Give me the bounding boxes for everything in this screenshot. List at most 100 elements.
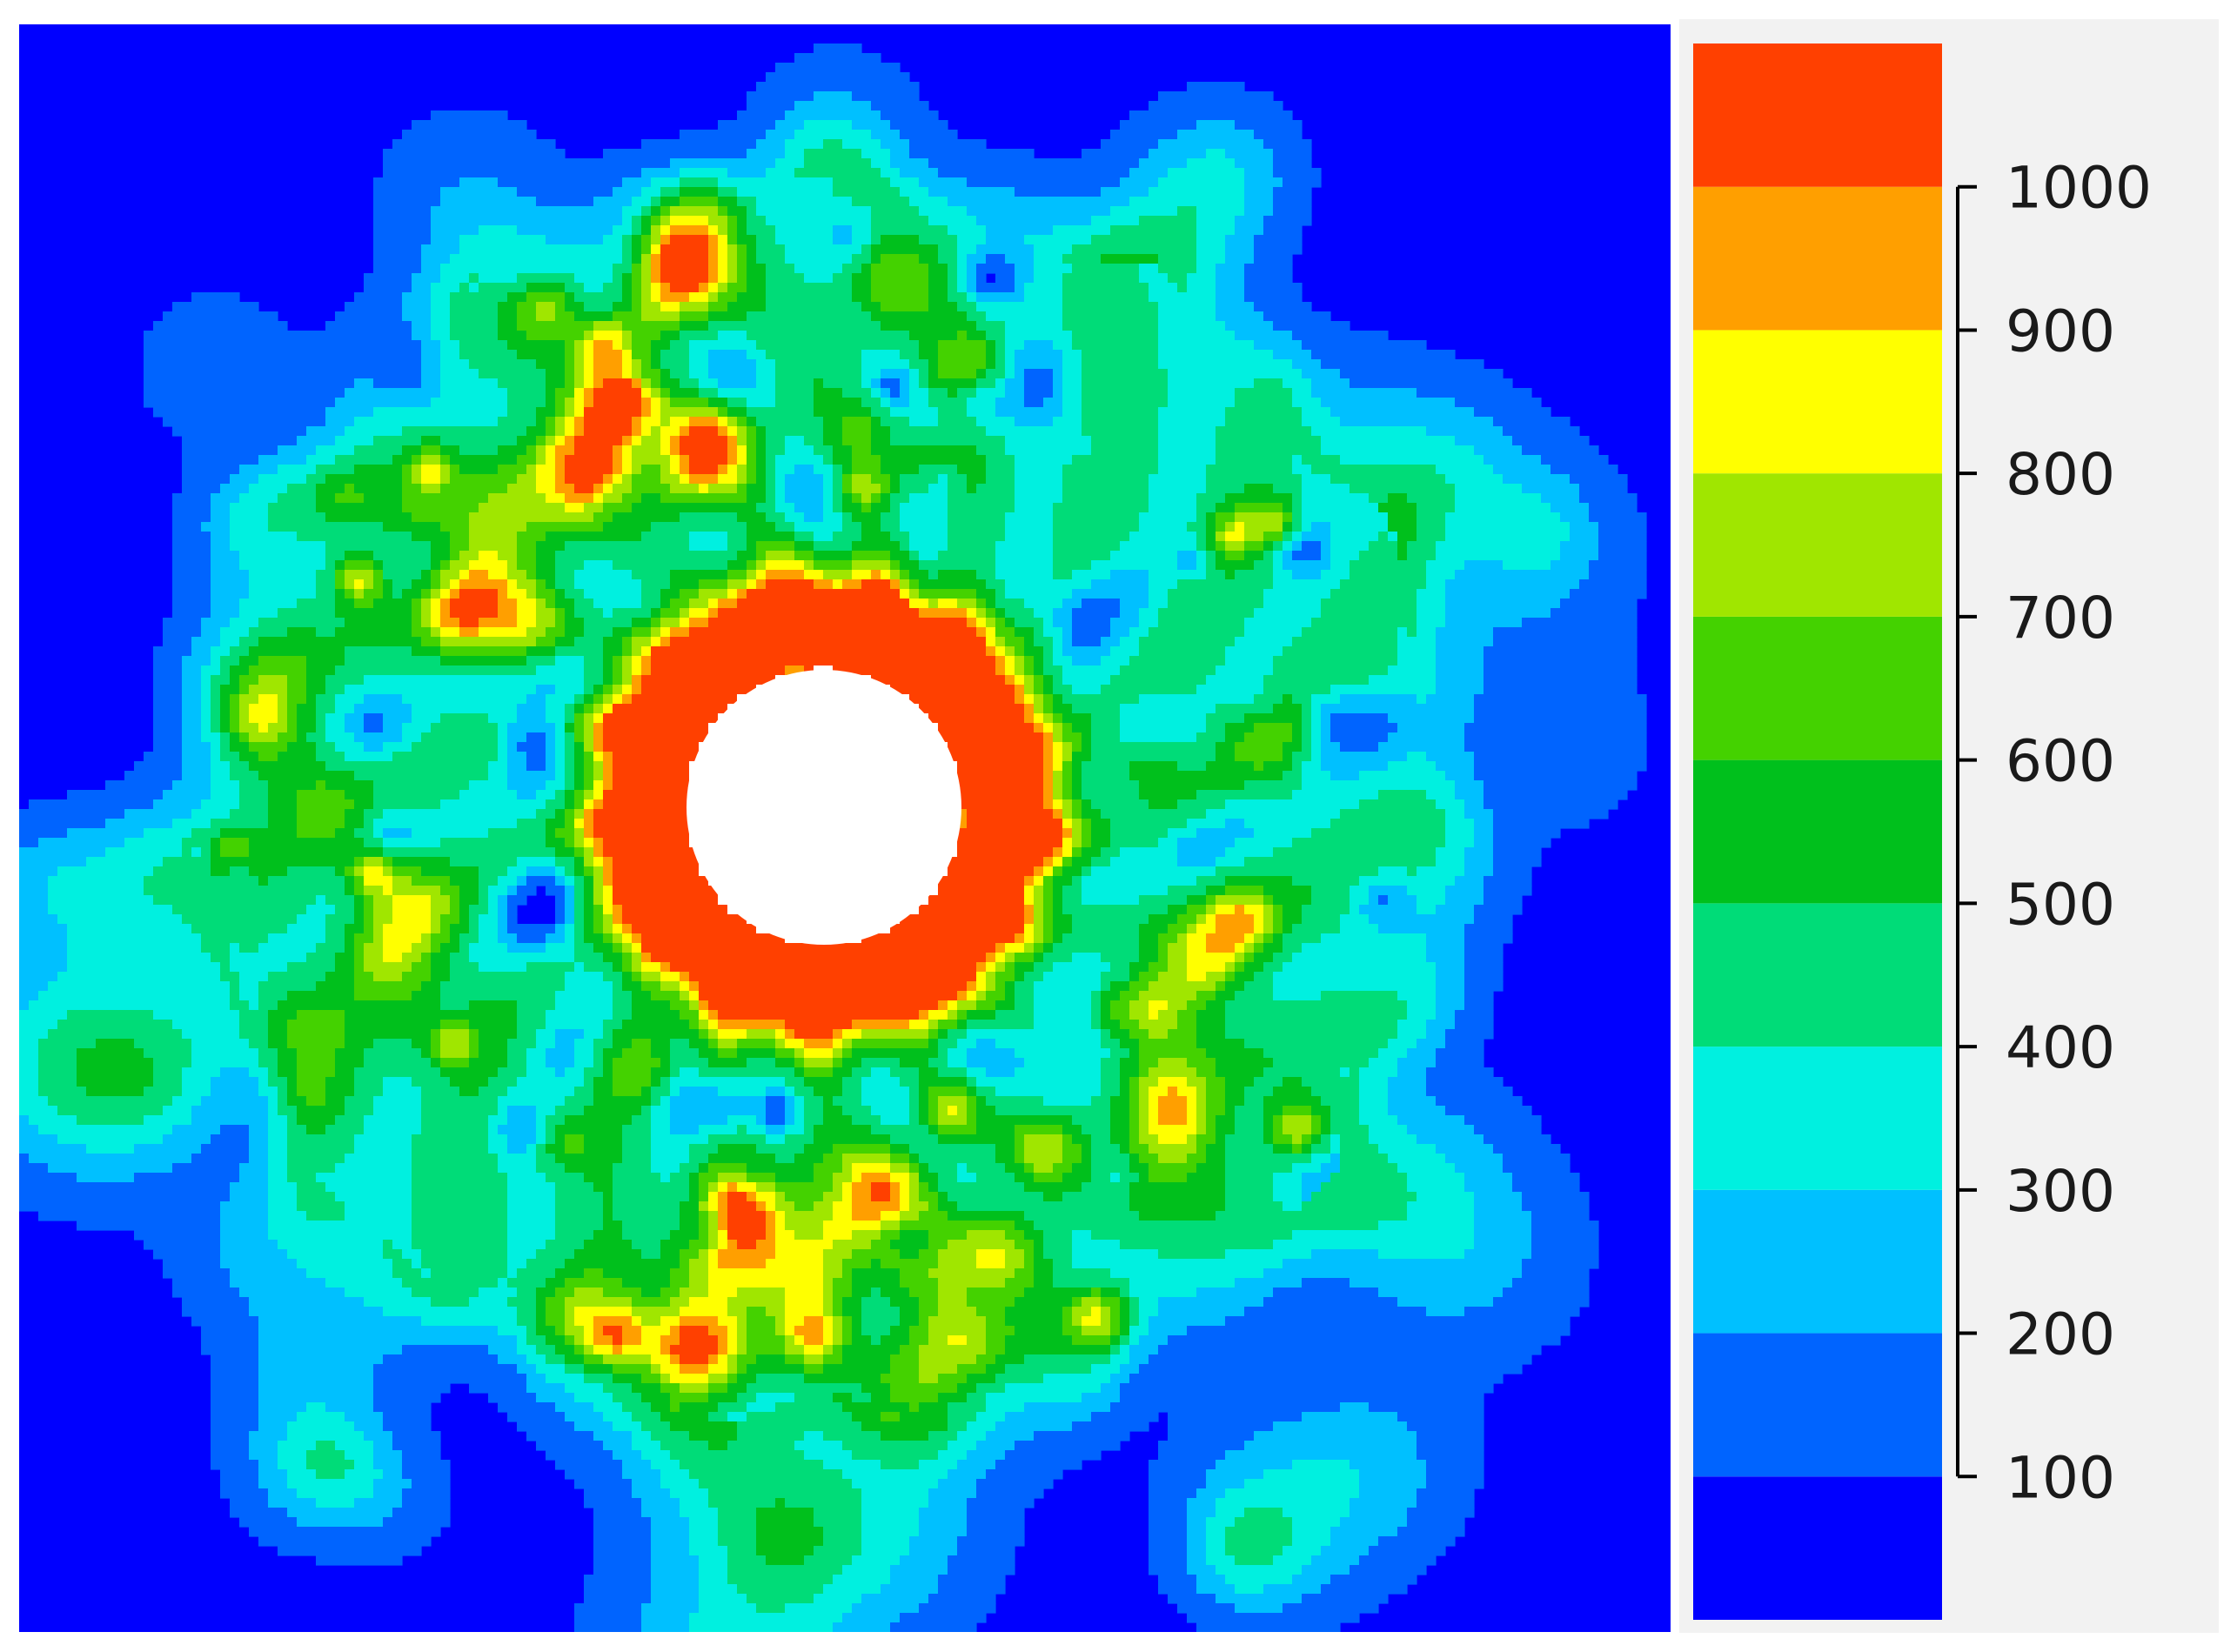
heatmap-cell-run <box>431 541 451 552</box>
heatmap-cell-run <box>1120 120 1197 130</box>
heatmap-cell-run <box>1129 1192 1226 1202</box>
heatmap-cell-run <box>995 627 1015 638</box>
heatmap-cell-run <box>306 656 345 666</box>
heatmap-cell-run <box>1464 560 1504 571</box>
heatmap-cell-run <box>354 1460 374 1470</box>
heatmap-cell-run <box>699 1479 853 1489</box>
heatmap-cell-run <box>1273 933 1283 944</box>
heatmap-cell-run <box>1053 225 1111 236</box>
heatmap-cell-run <box>335 866 345 877</box>
heatmap-cell-run <box>699 1048 719 1059</box>
heatmap-cell-run <box>948 1469 987 1480</box>
heatmap-cell-run <box>919 1077 968 1087</box>
heatmap-cell-run <box>354 876 365 886</box>
heatmap-cell-run <box>718 1240 728 1250</box>
heatmap-cell-run <box>833 1048 843 1059</box>
heatmap-cell-run <box>1292 752 1312 762</box>
heatmap-cell-run <box>517 1000 556 1011</box>
heatmap-cell-run <box>718 1221 728 1231</box>
heatmap-cell-run <box>1216 1498 1350 1508</box>
heatmap-cell-run <box>861 359 910 370</box>
heatmap-cell-run <box>622 474 633 485</box>
heatmap-cell-run <box>211 675 231 686</box>
heatmap-cell-run <box>861 1029 929 1040</box>
heatmap-cell-run <box>1034 905 1044 915</box>
heatmap-cell-run <box>364 962 412 973</box>
heatmap-cell-run <box>134 1144 202 1154</box>
heatmap-cell-run <box>1263 541 1274 552</box>
heatmap-cell-run <box>1139 933 1159 944</box>
heatmap-cell-run <box>182 723 202 733</box>
heatmap-cell-run <box>1407 1517 1465 1528</box>
heatmap-cell-run <box>345 924 365 934</box>
heatmap-cell-run <box>1225 570 1236 580</box>
heatmap-cell-run <box>153 321 288 331</box>
heatmap-cell-run <box>1149 799 1178 810</box>
heatmap-cell-run <box>1426 579 1446 590</box>
heatmap-cell-run <box>565 417 575 427</box>
heatmap-cell-run <box>909 1335 929 1346</box>
heatmap-cell-run <box>172 1278 231 1288</box>
heatmap-cell-run <box>747 244 757 255</box>
heatmap-cell-run <box>1196 732 1226 743</box>
heatmap-cell-run <box>507 1221 556 1231</box>
heatmap-cell-run <box>440 445 460 456</box>
heatmap-cell-run <box>1474 1201 1523 1212</box>
heatmap-cell-run <box>1292 1144 1303 1154</box>
heatmap-cell-run <box>1158 359 1293 370</box>
heatmap-cell-run <box>1330 1144 1341 1154</box>
heatmap-cell-run <box>737 1240 757 1250</box>
heatmap-cell-run <box>651 1134 709 1145</box>
heatmap-cell-run <box>345 1450 374 1461</box>
heatmap-cell-run <box>1120 1173 1140 1183</box>
heatmap-cell-run <box>440 474 451 485</box>
heatmap-cell-run <box>928 1125 939 1135</box>
heatmap-cell-run <box>1330 551 1360 561</box>
heatmap-cell-run <box>641 981 661 992</box>
heatmap-cell-run <box>373 1441 393 1451</box>
heatmap-cell-run <box>1110 857 1178 867</box>
heatmap-cell-run <box>182 455 259 465</box>
heatmap-cell-run <box>1091 1163 1130 1174</box>
heatmap-cell-run <box>297 599 336 609</box>
heatmap-cell-run <box>373 579 384 590</box>
heatmap-cell-run <box>660 436 671 446</box>
heatmap-cell-run <box>536 197 594 207</box>
heatmap-cell-run <box>794 1441 843 1451</box>
heatmap-cell-run <box>1455 876 1484 886</box>
heatmap-cell-run <box>1244 1479 1360 1489</box>
heatmap-cell-run <box>1034 1000 1092 1011</box>
heatmap-cell-run <box>1378 1048 1408 1059</box>
heatmap-cell-run <box>1560 599 1638 609</box>
heatmap-cell-run <box>1072 1134 1092 1145</box>
heatmap-cell-run <box>785 1106 795 1116</box>
heatmap-cell-run <box>1292 455 1303 465</box>
heatmap-cell-run <box>1244 168 1274 178</box>
heatmap-cell-run <box>565 761 575 772</box>
heatmap-cell-run <box>938 359 987 370</box>
heatmap-cell-run <box>574 838 585 848</box>
heatmap-cell-run <box>1187 924 1197 934</box>
heatmap-cell-run <box>412 1259 422 1269</box>
heatmap-cell-run <box>852 1020 910 1030</box>
heatmap-cell-run <box>708 1182 719 1193</box>
heatmap-cell-run <box>804 1431 824 1441</box>
heatmap-cell-run <box>431 723 499 733</box>
heatmap-cell-run <box>1474 914 1513 925</box>
heatmap-cell-run <box>459 618 479 628</box>
heatmap-cell-run <box>335 665 537 676</box>
heatmap-cell-run <box>1158 943 1169 953</box>
heatmap-cell-run <box>1129 1077 1140 1087</box>
heatmap-cell-run <box>603 847 700 858</box>
heatmap-cell-run <box>660 465 671 475</box>
heatmap-cell-run <box>1397 1029 1427 1040</box>
heatmap-cell-run <box>1024 340 1054 351</box>
heatmap-cell-run <box>680 130 767 140</box>
heatmap-cell-run <box>1512 1173 1580 1183</box>
heatmap-cell-run <box>182 1297 250 1308</box>
heatmap-cell-run <box>287 1029 345 1040</box>
heatmap-cell-run <box>450 302 499 312</box>
heatmap-cell-run <box>364 1125 422 1135</box>
heatmap-cell-run <box>297 1058 336 1068</box>
heatmap-cell-run <box>182 1307 250 1317</box>
